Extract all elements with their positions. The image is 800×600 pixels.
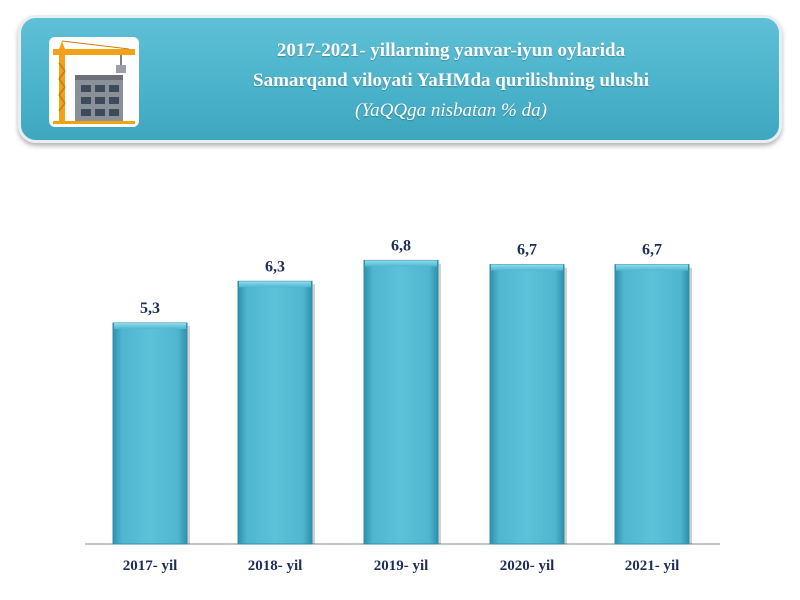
title-line-2: Samarqand viloyati YaHMda qurilishning u… xyxy=(253,70,649,91)
bar xyxy=(614,264,692,545)
data-label: 6,8 xyxy=(391,237,411,254)
bar-top-bevel xyxy=(114,322,186,329)
bar-body xyxy=(363,259,439,545)
bar-body xyxy=(237,280,313,545)
bar-body xyxy=(614,264,690,545)
bar-body xyxy=(112,322,188,545)
bar-body xyxy=(489,264,565,545)
x-tick-label: 2021- yil xyxy=(625,558,680,574)
x-tick-label: 2018- yil xyxy=(248,558,303,574)
data-label: 5,3 xyxy=(140,300,160,317)
chart-subtitle: (YaQQga nisbatan % da) xyxy=(355,100,547,121)
x-tick-label: 2019- yil xyxy=(374,558,429,574)
bar-top-bevel xyxy=(239,281,311,288)
title-line-1: 2017-2021- yillarning yanvar-iyun oylari… xyxy=(276,40,626,61)
bar xyxy=(112,322,190,545)
chart-title: 2017-2021- yillarning yanvar-iyun oylari… xyxy=(171,36,731,126)
x-tick-label: 2017- yil xyxy=(123,558,178,574)
x-tick-label: 2020- yil xyxy=(500,558,555,574)
bar-top-bevel xyxy=(365,260,437,267)
data-label: 6,7 xyxy=(642,242,662,259)
bar-top-bevel xyxy=(491,264,563,271)
title-banner: 2017-2021- yillarning yanvar-iyun oylari… xyxy=(18,15,782,143)
data-label: 6,3 xyxy=(265,258,285,275)
bar-top-bevel xyxy=(616,264,688,271)
data-label: 6,7 xyxy=(517,242,537,259)
bar xyxy=(237,280,315,545)
bar xyxy=(363,259,441,545)
construction-icon xyxy=(49,37,139,127)
bar xyxy=(489,264,567,545)
